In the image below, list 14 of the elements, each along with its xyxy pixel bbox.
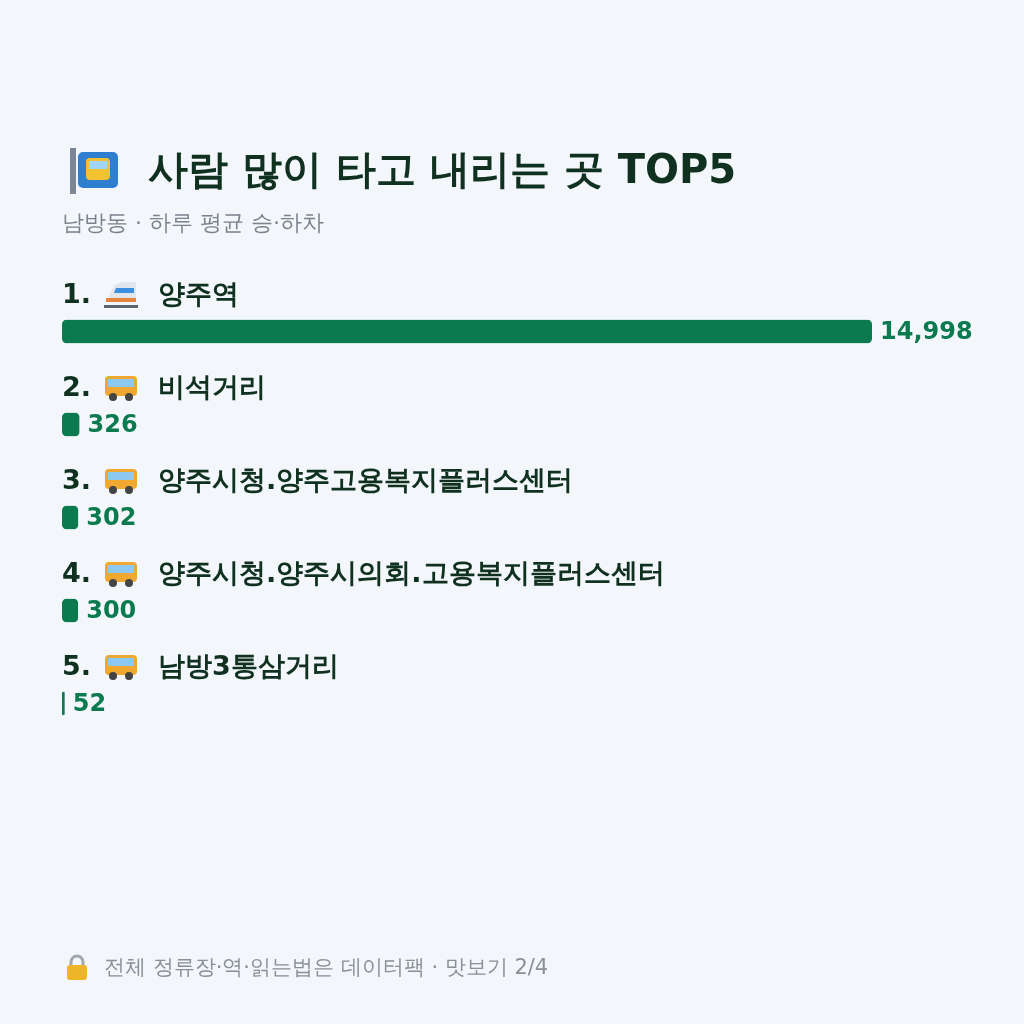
data-label: 300	[86, 595, 137, 624]
category-label: 1. 양주역	[62, 277, 239, 309]
data-label: 14,998	[880, 316, 973, 345]
chart-title: 사람 많이 타고 내리는 곳 TOP5	[148, 145, 737, 194]
data-label: 52	[72, 688, 107, 717]
text: 전체 정류장·역·읽는법은 데이터팩 · 맛보기 2/4	[104, 954, 549, 981]
category-label: 2. 비석거리	[62, 370, 266, 402]
category-label: 4. 양주시청.양주시의회.고용복지플러스센터	[62, 556, 665, 588]
chart-subtitle: 남방동 · 하루 평균 승·하차	[62, 209, 324, 237]
category-label: 3. 양주시청.양주고용복지플러스센터	[62, 463, 574, 495]
data-label: 302	[86, 502, 137, 531]
category-label: 5. 남방3통삼거리	[62, 649, 339, 681]
data-label: 326	[87, 409, 138, 438]
bar	[62, 319, 872, 344]
